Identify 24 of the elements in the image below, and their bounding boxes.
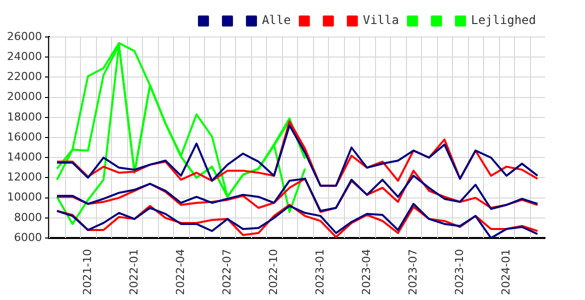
x-tick-label: 2023-04	[360, 249, 373, 296]
x-tick-label: 2024-01	[499, 249, 512, 296]
y-tick-label: 22000	[6, 70, 42, 84]
y-tick-label: 18000	[6, 110, 42, 124]
x-tick-label: 2022-07	[220, 249, 234, 296]
x-tick-label: 2023-01	[313, 249, 326, 296]
y-tick-label: 10000	[6, 190, 42, 204]
x-tick-label: 2023-10	[452, 249, 466, 296]
y-tick-label: 14000	[6, 150, 42, 164]
x-tick-label: 2021-10	[80, 249, 94, 296]
x-tick-label: 2022-01	[127, 249, 140, 296]
y-tick-label: 26000	[6, 30, 42, 43]
x-tick-label: 2022-10	[266, 249, 280, 296]
y-tick-label: 20000	[6, 90, 42, 104]
y-tick-label: 16000	[6, 130, 42, 144]
y-tick-label: 12000	[6, 170, 42, 184]
y-tick-label: 8000	[14, 210, 42, 224]
legend-label: Lejlighed	[470, 13, 536, 28]
legend-label: Alle	[262, 13, 291, 28]
y-tick-label: 6000	[14, 230, 42, 244]
x-tick-label: 2022-04	[174, 249, 187, 296]
y-tick-label: 24000	[6, 50, 42, 63]
x-tick-label: 2023-07	[406, 249, 420, 296]
legend-label: Villa	[362, 13, 399, 28]
